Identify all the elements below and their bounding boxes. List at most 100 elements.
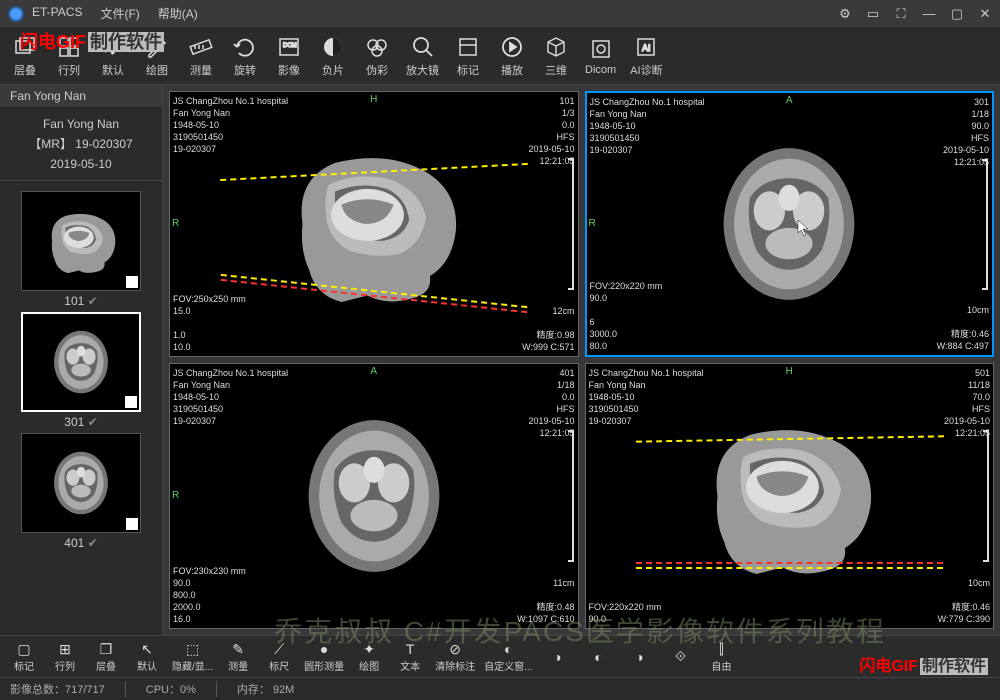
layer-icon: ❐	[97, 640, 115, 658]
main-toolbar: 层叠行列默认绘图测量旋转 DCM影像负片伪彩放大镜标记播放三维 Dicom AIAI诊…	[0, 27, 1000, 85]
play-tool[interactable]: 播放	[497, 34, 527, 78]
image-tool[interactable]: DCM影像	[274, 34, 304, 78]
overlay-tr: 301 1/18 90.0 HFS 2019-05-10 12:21:05	[943, 96, 989, 168]
c4-icon: ⟐	[671, 648, 689, 666]
orient-left: R	[589, 218, 596, 230]
grid-icon: ⊞	[56, 640, 74, 658]
circle-btool[interactable]: ●圆形测量	[304, 640, 344, 673]
thumb-checkbox[interactable]	[125, 396, 137, 408]
sidebar: Fan Yong Nan Fan Yong Nan 【MR】 19-020307…	[0, 85, 163, 635]
measure-tool[interactable]: 测量	[186, 34, 216, 78]
viewer-pane-2[interactable]: JS ChangZhou No.1 hospital Fan Yong Nan …	[169, 363, 579, 629]
scale-ruler	[987, 430, 989, 562]
image-icon: DCM	[276, 34, 302, 60]
close-icon[interactable]: ✕	[978, 7, 992, 21]
scale-btool[interactable]: ⟋标尺	[263, 640, 295, 673]
overlay-bl: FOV:220x220 mm 90.0	[589, 601, 662, 625]
overlay-tl: JS ChangZhou No.1 hospital Fan Yong Nan …	[590, 96, 705, 156]
custom-btool[interactable]: ◐自定义窗...	[484, 640, 532, 673]
orient-top: H	[370, 94, 377, 106]
overlay-tl: JS ChangZhou No.1 hospital Fan Yong Nan …	[173, 95, 288, 155]
play-icon	[499, 34, 525, 60]
draw-icon	[144, 34, 170, 60]
ai-icon: AI	[633, 34, 659, 60]
hide-btool[interactable]: ⬚隐藏/显...	[172, 640, 213, 673]
overlay-bl: FOV:250x250 mm 15.0 1.0 10.0	[173, 293, 246, 353]
minimize-icon[interactable]: —	[922, 7, 936, 21]
monitor-icon[interactable]: ▭	[866, 7, 880, 21]
c3-btool[interactable]: ◑	[623, 648, 655, 666]
viewer-pane-0[interactable]: JS ChangZhou No.1 hospital Fan Yong Nan …	[169, 91, 579, 357]
grid-tool[interactable]: 行列	[54, 34, 84, 78]
viewer-pane-1[interactable]: JS ChangZhou No.1 hospital Fan Yong Nan …	[585, 91, 995, 357]
svg-text:AI: AI	[642, 43, 651, 53]
patient-tab[interactable]: Fan Yong Nan	[0, 85, 162, 108]
measure-btool[interactable]: ✎测量	[222, 640, 254, 673]
layer-btool[interactable]: ❐层叠	[90, 640, 122, 673]
orient-top: A	[370, 366, 377, 378]
scale-ruler	[986, 159, 988, 290]
zoom-tool[interactable]: 放大镜	[406, 34, 439, 78]
default-btool[interactable]: ↖默认	[131, 640, 163, 673]
image-viewer: JS ChangZhou No.1 hospital Fan Yong Nan …	[163, 85, 1000, 635]
invert-icon	[320, 34, 346, 60]
default-tool[interactable]: 默认	[98, 34, 128, 78]
thumbnail-401[interactable]: 401	[21, 433, 141, 550]
overlay-bl: FOV:230x230 mm 90.0 800.0 2000.0 16.0	[173, 565, 246, 625]
invert-tool[interactable]: 负片	[318, 34, 348, 78]
c2-icon: ◐	[589, 648, 607, 666]
draw-icon: ✦	[360, 640, 378, 658]
ai-tool[interactable]: AIAI诊断	[630, 34, 662, 78]
zoom-icon	[410, 34, 436, 60]
menu-help[interactable]: 帮助(A)	[158, 5, 198, 22]
thumbnail-list: 101301401	[0, 181, 162, 635]
mark-tool[interactable]: 标记	[453, 34, 483, 78]
maximize-icon[interactable]: ▢	[950, 7, 964, 21]
orient-top: H	[786, 366, 793, 378]
overlay-br: 12cm 精度:0.98 W:999 C:571	[522, 305, 574, 353]
mark-icon: ▢	[15, 640, 33, 658]
free-btool[interactable]: ⫿自由	[705, 640, 737, 673]
pseudo-icon	[364, 34, 390, 60]
threeD-tool[interactable]: 三维	[541, 34, 571, 78]
draw-tool[interactable]: 绘图	[142, 34, 172, 78]
text-btool[interactable]: T文本	[394, 640, 426, 673]
settings-icon[interactable]: ⚙	[838, 7, 852, 21]
viewer-pane-3[interactable]: JS ChangZhou No.1 hospital Fan Yong Nan …	[585, 363, 995, 629]
thumbnail-101[interactable]: 101	[21, 191, 141, 308]
status-bar: 影像总数：717/717 CPU：0% 内存： 92M	[0, 677, 1000, 699]
scan-image	[704, 139, 874, 309]
thumb-checkbox[interactable]	[126, 518, 138, 530]
c2-btool[interactable]: ◐	[582, 648, 614, 666]
orient-top: A	[786, 95, 793, 107]
thumb-checkbox[interactable]	[126, 276, 138, 288]
c4-btool[interactable]: ⟐	[664, 648, 696, 666]
c1-btool[interactable]: ◑	[541, 648, 573, 666]
layer-tool[interactable]: 层叠	[10, 34, 40, 78]
layer-icon	[12, 34, 38, 60]
menu-file[interactable]: 文件(F)	[100, 5, 139, 22]
orient-left: R	[172, 218, 179, 230]
scale-icon: ⟋	[270, 640, 288, 658]
grid-btool[interactable]: ⊞行列	[49, 640, 81, 673]
text-icon: T	[401, 640, 419, 658]
overlay-br: 11cm 精度:0.48 W:1097 C:610	[517, 577, 574, 625]
pseudo-tool[interactable]: 伪彩	[362, 34, 392, 78]
thumbnail-301[interactable]: 301	[21, 312, 141, 429]
draw-btool[interactable]: ✦绘图	[353, 640, 385, 673]
threeD-icon	[543, 34, 569, 60]
overlay-tr: 401 1/18 0.0 HFS 2019-05-10 12:21:05	[528, 367, 574, 439]
measure-icon	[188, 34, 214, 60]
mark-btool[interactable]: ▢标记	[8, 640, 40, 673]
default-icon: ↖	[138, 640, 156, 658]
bottom-toolbar: ▢标记 ⊞行列 ❐层叠 ↖默认 ⬚隐藏/显... ✎测量 ⟋标尺 ●圆形测量 ✦绘图 T文本 ⊘清除…	[0, 635, 1000, 677]
rotate-tool[interactable]: 旋转	[230, 34, 260, 78]
rotate-icon	[232, 34, 258, 60]
c1-icon: ◑	[548, 648, 566, 666]
app-title: ET-PACS	[32, 5, 82, 22]
overlay-tr: 501 11/18 70.0 HFS 2019-05-10 12:21:05	[944, 367, 990, 439]
fullscreen-icon[interactable]: ⛶	[894, 7, 908, 21]
clear-btool[interactable]: ⊘清除标注	[435, 640, 475, 673]
svg-text:DCM: DCM	[283, 43, 297, 49]
dicom-tool[interactable]: Dicom	[585, 36, 616, 76]
